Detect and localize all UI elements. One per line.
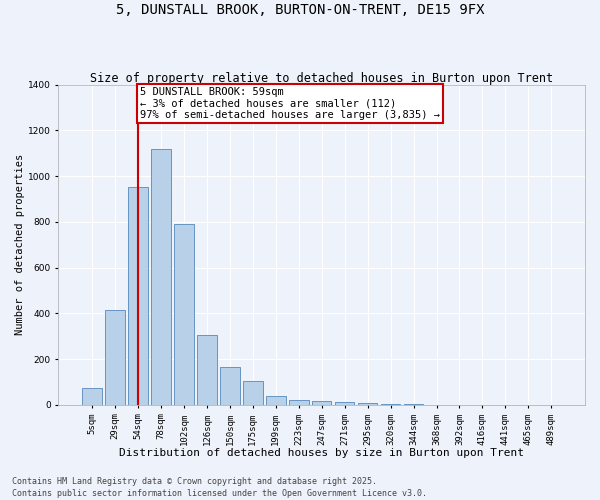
Text: 5, DUNSTALL BROOK, BURTON-ON-TRENT, DE15 9FX: 5, DUNSTALL BROOK, BURTON-ON-TRENT, DE15… — [116, 2, 484, 16]
Bar — [289, 400, 308, 405]
Bar — [381, 404, 400, 405]
Title: Size of property relative to detached houses in Burton upon Trent: Size of property relative to detached ho… — [90, 72, 553, 85]
Y-axis label: Number of detached properties: Number of detached properties — [15, 154, 25, 336]
Bar — [82, 388, 102, 405]
X-axis label: Distribution of detached houses by size in Burton upon Trent: Distribution of detached houses by size … — [119, 448, 524, 458]
Bar — [335, 402, 355, 405]
Bar — [106, 310, 125, 405]
Bar — [128, 188, 148, 405]
Bar — [151, 148, 171, 405]
Text: Contains HM Land Registry data © Crown copyright and database right 2025.
Contai: Contains HM Land Registry data © Crown c… — [12, 476, 427, 498]
Bar — [220, 367, 239, 405]
Bar — [266, 396, 286, 405]
Bar — [197, 335, 217, 405]
Bar — [174, 224, 194, 405]
Bar — [358, 403, 377, 405]
Bar — [243, 381, 263, 405]
Bar — [312, 400, 331, 405]
Text: 5 DUNSTALL BROOK: 59sqm
← 3% of detached houses are smaller (112)
97% of semi-de: 5 DUNSTALL BROOK: 59sqm ← 3% of detached… — [140, 87, 440, 120]
